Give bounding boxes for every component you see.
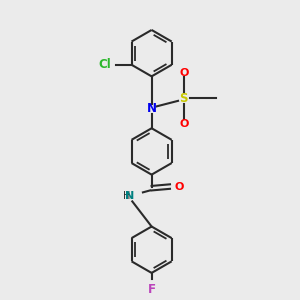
Text: N: N — [125, 190, 134, 201]
Text: O: O — [179, 68, 188, 77]
Text: F: F — [148, 283, 156, 296]
Text: Cl: Cl — [99, 58, 112, 71]
Text: H: H — [123, 191, 131, 201]
Text: N: N — [147, 102, 157, 116]
Text: O: O — [175, 182, 184, 192]
Text: O: O — [179, 119, 188, 129]
Text: S: S — [180, 92, 188, 105]
